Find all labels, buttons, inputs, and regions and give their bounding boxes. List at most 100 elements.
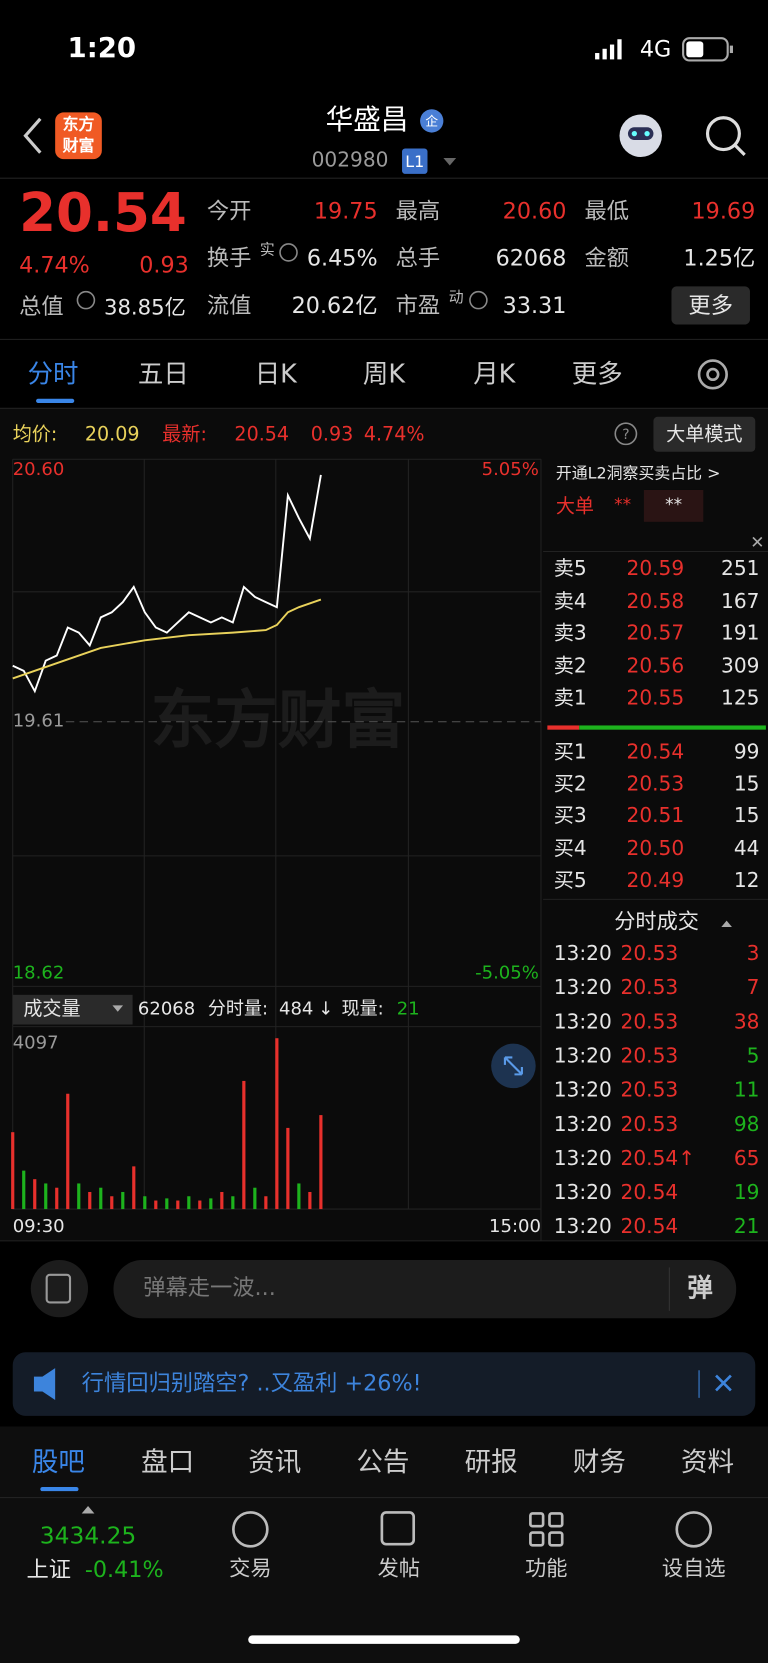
volume-bar — [143, 1196, 147, 1210]
field-value: 19.69 — [692, 199, 756, 225]
footer-action[interactable]: 发帖 — [378, 1557, 420, 1582]
trade-time: 13:20 — [554, 1078, 612, 1102]
bottom-tab[interactable]: 盘口 — [141, 1447, 194, 1478]
volume-bar — [44, 1183, 48, 1210]
logo-text: 东方 — [63, 115, 95, 134]
book-volume: 251 — [721, 556, 759, 580]
book-label: 买4 — [554, 836, 587, 860]
more-button[interactable]: 更多 — [688, 293, 733, 319]
trade-price: 20.53 — [621, 1112, 679, 1136]
volume-bar — [11, 1132, 15, 1210]
field-label: 金额 — [584, 245, 629, 271]
chart-tab[interactable]: 更多 — [572, 359, 623, 389]
chart-tab[interactable]: 日K — [255, 359, 298, 389]
latest-pct: 4.74% — [364, 422, 425, 445]
book-label: 卖5 — [554, 556, 587, 580]
avg-label: 均价: — [13, 422, 58, 445]
danmu-icon[interactable] — [30, 1259, 89, 1318]
avg-value: 20.09 — [85, 422, 140, 445]
chart-tab[interactable]: 五日 — [138, 359, 189, 389]
book-price: 20.54 — [627, 740, 685, 764]
search-icon[interactable] — [705, 116, 746, 156]
banner-bg[interactable] — [12, 1352, 756, 1416]
book-label: 买5 — [554, 868, 587, 892]
latest-change: 0.93 — [311, 422, 353, 445]
volume-bar — [220, 1191, 224, 1210]
volume-bar — [209, 1198, 213, 1210]
book-price: 20.57 — [627, 621, 685, 645]
bottom-tab[interactable]: 资料 — [681, 1447, 734, 1478]
trade-time: 13:20 — [554, 975, 612, 999]
y-tick-label: 4097 — [13, 1033, 59, 1054]
bottom-tab[interactable]: 研报 — [465, 1447, 518, 1478]
banner-close[interactable] — [715, 1374, 732, 1392]
danmu-button[interactable]: 弹 — [687, 1274, 712, 1304]
volume-bar — [121, 1191, 125, 1210]
back-button[interactable] — [23, 117, 42, 154]
index-value: 3434.25 — [40, 1521, 136, 1549]
settings-icon[interactable] — [697, 359, 728, 390]
trade-volume: 21 — [734, 1214, 760, 1238]
volume-bar — [275, 1038, 279, 1210]
book-volume: 99 — [734, 740, 760, 764]
chart-grid — [12, 458, 542, 1241]
y-tick-label: 19.61 — [13, 711, 65, 732]
x-tick-label: 09:30 — [13, 1216, 65, 1237]
volume-bar — [176, 1200, 180, 1210]
price: 20.54 — [19, 182, 187, 244]
price-line — [12, 474, 322, 694]
mode-button[interactable]: 大单模式 — [666, 422, 742, 445]
footer-action[interactable]: 交易 — [229, 1557, 271, 1582]
book-volume: 15 — [734, 771, 760, 795]
book-label: 卖4 — [554, 589, 587, 613]
trade-volume: 11 — [734, 1078, 760, 1102]
banner-text[interactable]: 行情回归别踏空? ..又盈利 +26%! — [82, 1371, 422, 1397]
volume-selector[interactable] — [12, 994, 133, 1025]
change: 0.93 — [139, 253, 189, 279]
ratio-ask — [547, 725, 580, 730]
danmu-placeholder: 弹幕走一波... — [143, 1275, 276, 1301]
volume-bar — [132, 1166, 136, 1210]
change-pct: 4.74% — [19, 253, 90, 279]
tab-underline — [40, 1486, 79, 1492]
bottom-tab[interactable]: 财务 — [573, 1447, 626, 1478]
danmu-icon-glyph — [45, 1273, 72, 1304]
field-value: 38.85亿 — [104, 296, 186, 321]
volume-arrow: ↓ — [318, 999, 333, 1020]
volume-label[interactable]: 成交量 — [23, 997, 80, 1020]
chart-tab[interactable]: 分时 — [28, 359, 79, 389]
close-glyph[interactable]: ✕ — [750, 533, 764, 553]
book-label: 卖1 — [554, 685, 587, 709]
danmu-input[interactable] — [113, 1259, 737, 1319]
trade-volume: 98 — [734, 1112, 760, 1136]
bottom-tab[interactable]: 资讯 — [248, 1447, 301, 1478]
more-button[interactable] — [671, 286, 750, 325]
chart-tab[interactable]: 月K — [473, 359, 516, 389]
y2-tick-label: -5.05% — [475, 963, 539, 984]
stock-badge: 企 — [425, 113, 438, 128]
trade-time: 13:20 — [554, 1180, 612, 1204]
volume-bar — [319, 1115, 323, 1210]
footer-action[interactable]: 设自选 — [662, 1557, 726, 1582]
book-price: 20.55 — [627, 685, 685, 709]
book-volume: 12 — [734, 868, 760, 892]
bottom-tab[interactable]: 公告 — [356, 1447, 409, 1478]
volume-bar — [264, 1196, 268, 1210]
volume-bar — [33, 1179, 37, 1210]
volume-bar — [55, 1187, 59, 1210]
book-label: 卖3 — [554, 621, 587, 645]
mode-button[interactable] — [653, 416, 756, 452]
robot-icon[interactable] — [619, 114, 662, 157]
l2-link[interactable]: 开通L2洞察买卖占比 > — [556, 464, 721, 483]
trade-volume: 38 — [734, 1009, 760, 1033]
bottom-tab[interactable]: 股吧 — [32, 1447, 85, 1478]
book-price: 20.58 — [627, 589, 685, 613]
help-icon[interactable] — [614, 422, 638, 446]
trade-time: 13:20 — [554, 1146, 612, 1170]
y2-tick-label: 5.05% — [482, 459, 539, 480]
chart-tab[interactable]: 周K — [363, 359, 406, 389]
dropdown-arrow[interactable] — [443, 158, 457, 166]
field-label: 市盈 — [396, 293, 441, 319]
help-glyph: ? — [622, 427, 629, 443]
footer-action[interactable]: 功能 — [525, 1557, 567, 1582]
